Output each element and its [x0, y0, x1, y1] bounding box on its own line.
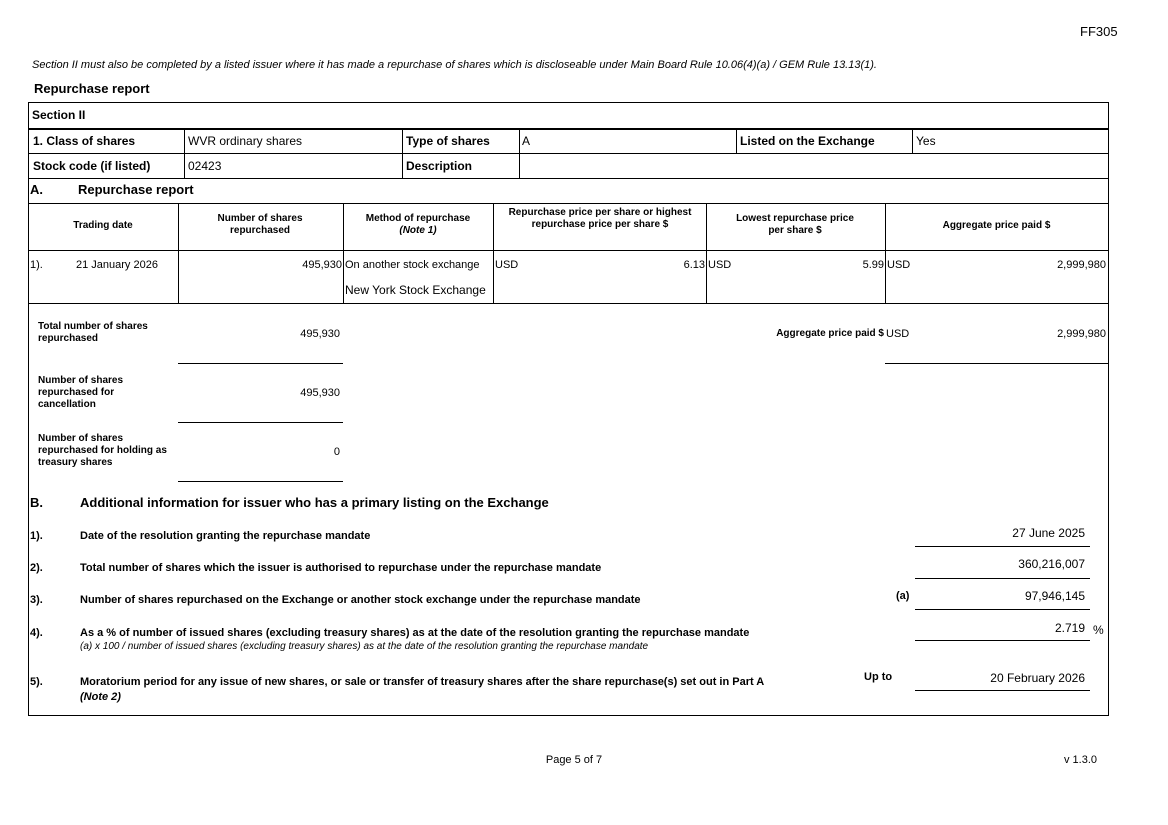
section-label: Section II [32, 108, 86, 122]
item-label: As a % of number of issued shares (exclu… [80, 627, 750, 639]
rule [402, 128, 403, 178]
rule [28, 203, 1108, 204]
header-method: Method of repurchase [365, 213, 471, 224]
stock-code-label: Stock code (if listed) [33, 159, 151, 173]
listed-value: Yes [916, 134, 936, 148]
stock-code-value: 02423 [188, 159, 222, 173]
class-label: 1. Class of shares [33, 134, 136, 148]
item-value: 360,216,007 [1018, 557, 1085, 571]
treasury-value: 0 [333, 446, 340, 458]
rule [28, 102, 1108, 103]
rule [178, 422, 343, 423]
row-low-currency: USD [708, 259, 732, 271]
item-sublabel: (Note 2) [80, 691, 121, 703]
description-label: Description [406, 159, 473, 173]
total-label: Total number of shares repurchased [38, 321, 148, 344]
listed-label: Listed on the Exchange [740, 134, 875, 148]
treasury-label: Number of shares repurchased for holding… [38, 433, 167, 468]
rule [706, 203, 707, 303]
item-index: 1). [30, 530, 43, 542]
part-a-prefix: A. [30, 182, 43, 197]
rule [493, 203, 494, 303]
version: v 1.3.0 [1063, 754, 1097, 766]
total-value: 495,930 [300, 328, 340, 340]
item-unit: % [1093, 623, 1104, 637]
item-index: 4). [30, 627, 43, 639]
rule [28, 303, 1108, 304]
frame-right [1108, 102, 1109, 716]
frame-left [28, 102, 29, 716]
aggregate-label: Aggregate price paid $ [776, 328, 884, 339]
part-b-prefix: B. [30, 495, 43, 510]
header-shares: Number of shares repurchased [217, 213, 303, 236]
item-sublabel: (a) x 100 / number of issued shares (exc… [80, 641, 649, 652]
rule [915, 640, 1090, 641]
item-label: Total number of shares which the issuer … [80, 562, 602, 574]
rule [885, 363, 1108, 364]
rule [28, 178, 1108, 179]
rule [736, 128, 737, 153]
header-trading-date: Trading date [73, 220, 133, 231]
header-method-note: (Note 1) [399, 225, 437, 236]
row-high-currency: USD [495, 259, 519, 271]
row-date: 21 January 2026 [76, 259, 158, 271]
row-low-price: 5.99 [862, 259, 884, 271]
intro-note: Section II must also be completed by a l… [32, 59, 877, 71]
cancellation-value: 495,930 [300, 387, 340, 399]
item-label: Number of shares repurchased on the Exch… [80, 594, 641, 606]
item-index: 3). [30, 594, 43, 606]
aggregate-currency: USD [886, 328, 910, 340]
rule [178, 481, 343, 482]
item-value: 2.719 [1054, 621, 1085, 635]
form-code: FF305 [1080, 24, 1118, 39]
rule [178, 363, 343, 364]
rule [519, 128, 520, 178]
rule [915, 690, 1090, 691]
type-value: A [522, 134, 531, 148]
row-method: On another stock exchange [345, 259, 480, 271]
item-tag: Up to [864, 671, 893, 683]
type-label: Type of shares [406, 134, 490, 148]
row-exchange: New York Stock Exchange [345, 283, 486, 297]
header-lowest-price: Lowest repurchase price per share $ [736, 213, 854, 236]
part-b-title: Additional information for issuer who ha… [80, 495, 549, 510]
rule [885, 203, 886, 303]
item-label: Date of the resolution granting the repu… [80, 530, 371, 542]
page-number: Page 5 of 7 [545, 754, 603, 766]
rule [343, 203, 344, 303]
rule [28, 715, 1108, 716]
header-aggregate: Aggregate price paid $ [942, 220, 1051, 231]
row-high-price: 6.13 [683, 259, 705, 271]
class-value: WVR ordinary shares [188, 134, 303, 148]
rule [28, 153, 1108, 154]
row-index: 1). [30, 259, 43, 271]
rule [915, 609, 1090, 610]
row-shares: 495,930 [302, 259, 342, 271]
part-a-title: Repurchase report [78, 182, 194, 197]
item-value: 97,946,145 [1024, 589, 1085, 603]
item-value: 27 June 2025 [1012, 526, 1085, 540]
rule [28, 250, 1108, 251]
item-tag: (a) [896, 590, 910, 602]
rule [912, 128, 913, 153]
cancellation-label: Number of shares repurchased for cancell… [38, 375, 124, 410]
rule [28, 128, 1108, 130]
item-index: 2). [30, 562, 43, 574]
item-label: Moratorium period for any issue of new s… [80, 676, 765, 688]
aggregate-value: 2,999,980 [1057, 328, 1106, 340]
rule [178, 203, 179, 303]
item-index: 5). [30, 676, 43, 688]
header-highest-price: Repurchase price per share or highest re… [508, 207, 692, 230]
row-agg-price: 2,999,980 [1057, 259, 1106, 271]
rule [915, 578, 1090, 579]
rule [915, 546, 1090, 547]
item-value: 20 February 2026 [990, 671, 1085, 685]
report-title: Repurchase report [34, 81, 150, 96]
row-agg-currency: USD [887, 259, 911, 271]
rule [184, 128, 185, 178]
